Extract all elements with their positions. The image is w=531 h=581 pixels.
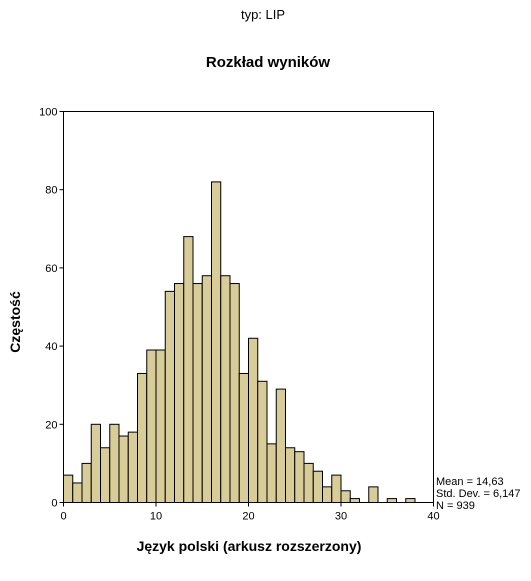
y-tick-label: 80 <box>45 185 57 197</box>
y-axis-ticks: 0 20 40 60 80 100 <box>39 107 64 510</box>
histogram-bar <box>331 474 342 504</box>
histogram-bar <box>386 498 397 503</box>
stat-std-dev: Std. Dev. = 6,147 <box>436 488 521 500</box>
y-tick-label: 0 <box>51 498 57 510</box>
histogram-bar <box>63 474 74 504</box>
histogram-bar <box>201 275 212 503</box>
x-tick-label: 10 <box>150 511 162 523</box>
histogram-bar <box>349 498 360 503</box>
x-tick-label: 20 <box>242 511 254 523</box>
x-axis-ticks: 0 10 20 30 40 <box>60 502 440 523</box>
histogram-bar <box>220 275 231 503</box>
histogram-bar <box>164 290 175 503</box>
histogram-bar <box>322 486 333 503</box>
plot-frame <box>63 111 434 503</box>
histogram-bar <box>266 443 277 504</box>
histogram-bar <box>90 423 101 503</box>
histogram-bar <box>81 462 92 503</box>
histogram-bar <box>285 447 296 504</box>
histogram-bar <box>211 181 222 503</box>
y-axis-label: Częstość <box>7 291 23 353</box>
y-tick-label: 40 <box>45 341 57 353</box>
histogram-bar <box>109 423 120 503</box>
histogram-bar <box>340 490 351 503</box>
y-tick-label: 100 <box>39 107 57 119</box>
histogram-bar <box>257 380 268 504</box>
histogram-bar <box>118 435 129 503</box>
histogram-bar <box>275 388 286 503</box>
histogram-bar <box>238 372 249 503</box>
histogram-bar <box>155 349 166 504</box>
histogram-bar <box>127 431 138 503</box>
histogram-bar <box>100 447 111 504</box>
histogram-bar <box>137 372 148 503</box>
chart-title: Rozkład wyników <box>206 54 331 71</box>
histogram-bar <box>146 349 157 504</box>
histogram-bar <box>368 486 379 503</box>
x-tick-label: 0 <box>60 511 66 523</box>
histogram-bar <box>303 462 314 503</box>
x-axis-label: Język polski (arkusz rozszerzony) <box>137 538 362 554</box>
histogram-bars <box>63 181 416 504</box>
histogram-bar <box>248 337 259 503</box>
x-tick-label: 30 <box>335 511 347 523</box>
histogram-bar <box>294 451 305 504</box>
histogram-bar <box>192 283 203 504</box>
stat-mean: Mean = 14,63 <box>436 476 504 488</box>
x-tick-label: 40 <box>427 511 439 523</box>
histogram-bar <box>72 482 83 504</box>
histogram-bar <box>312 470 323 504</box>
histogram-bar <box>229 283 240 504</box>
y-tick-label: 20 <box>45 419 57 431</box>
histogram-bar <box>174 283 185 504</box>
histogram-bar <box>405 498 416 503</box>
y-tick-label: 60 <box>45 263 57 275</box>
histogram-bar <box>183 236 194 503</box>
chart-supertitle: typ: LIP <box>241 7 285 22</box>
stat-n: N = 939 <box>436 500 475 512</box>
